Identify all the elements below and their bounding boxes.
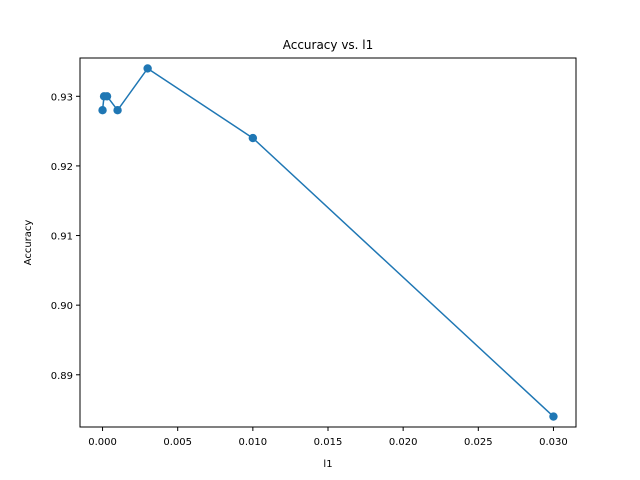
x-tick-label: 0.025 — [464, 437, 493, 448]
data-point — [143, 64, 152, 73]
x-axis-label: l1 — [323, 459, 332, 470]
y-tick-label: 0.92 — [51, 162, 73, 173]
data-point — [113, 106, 122, 115]
series-accuracy — [98, 64, 558, 421]
chart-title: Accuracy vs. l1 — [283, 38, 374, 52]
data-point — [102, 92, 112, 101]
y-axis-label: Accuracy — [23, 220, 34, 266]
y-tick-label: 0.93 — [51, 92, 73, 103]
y-axis: 0.89 0.90 0.91 0.92 0.93 — [51, 92, 80, 382]
data-point — [248, 133, 258, 143]
data-point — [549, 412, 558, 421]
x-tick-label: 0.030 — [539, 437, 568, 448]
plot-frame — [79, 57, 577, 428]
y-tick-label: 0.89 — [51, 371, 73, 382]
x-tick-label: 0.020 — [389, 437, 418, 448]
x-tick-label: 0.015 — [314, 437, 343, 448]
x-axis: 0.000 0.005 0.010 0.015 0.020 0.025 0.030 — [88, 427, 568, 448]
x-tick-label: 0.000 — [88, 437, 117, 448]
data-point — [98, 106, 107, 115]
x-tick-label: 0.010 — [239, 437, 268, 448]
y-tick-label: 0.90 — [51, 301, 73, 312]
y-tick-label: 0.91 — [51, 232, 73, 243]
x-tick-label: 0.005 — [163, 437, 192, 448]
